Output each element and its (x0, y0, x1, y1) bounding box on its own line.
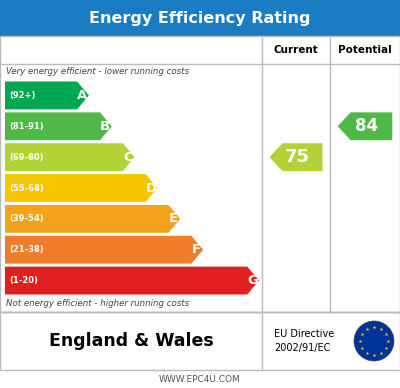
Text: Not energy efficient - higher running costs: Not energy efficient - higher running co… (6, 300, 189, 308)
Text: EU Directive
2002/91/EC: EU Directive 2002/91/EC (274, 329, 334, 353)
Text: B: B (100, 120, 110, 133)
Text: WWW.EPC4U.COM: WWW.EPC4U.COM (159, 374, 241, 383)
Text: C: C (123, 151, 133, 164)
Text: (55-68): (55-68) (9, 184, 44, 192)
Text: (39-54): (39-54) (9, 214, 44, 223)
Polygon shape (5, 174, 158, 202)
Text: (69-80): (69-80) (9, 152, 44, 162)
Text: G: G (247, 274, 258, 287)
Polygon shape (5, 236, 203, 263)
Text: (81-91): (81-91) (9, 122, 44, 131)
Text: A: A (77, 89, 88, 102)
Text: (21-38): (21-38) (9, 245, 44, 254)
Text: (92+): (92+) (9, 91, 35, 100)
Text: (1-20): (1-20) (9, 276, 38, 285)
Text: Energy Efficiency Rating: Energy Efficiency Rating (89, 10, 311, 26)
Polygon shape (5, 267, 259, 294)
Text: Potential: Potential (338, 45, 392, 55)
Text: Current: Current (274, 45, 318, 55)
Circle shape (354, 321, 394, 361)
Polygon shape (338, 113, 392, 140)
Polygon shape (5, 143, 134, 171)
Text: 75: 75 (285, 148, 310, 166)
Text: F: F (192, 243, 201, 256)
Text: E: E (169, 212, 178, 225)
Text: 84: 84 (355, 117, 378, 135)
Polygon shape (5, 81, 89, 109)
Text: England & Wales: England & Wales (49, 332, 213, 350)
Bar (0, 36, 400, 312)
Bar (0, 0, 400, 36)
Bar (0, 312, 400, 370)
Polygon shape (270, 143, 322, 171)
Polygon shape (5, 205, 180, 233)
Polygon shape (5, 113, 112, 140)
Text: D: D (145, 182, 156, 194)
Text: Very energy efficient - lower running costs: Very energy efficient - lower running co… (6, 68, 189, 76)
